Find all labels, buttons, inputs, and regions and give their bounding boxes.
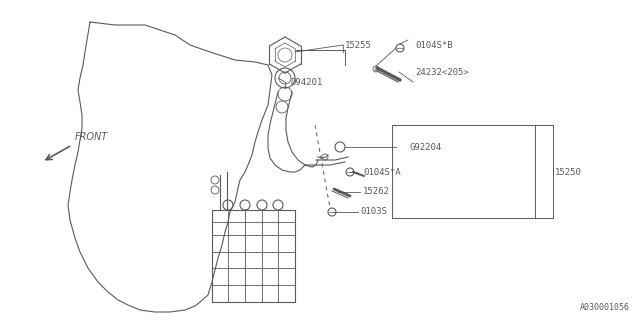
Text: D94201: D94201	[290, 77, 323, 86]
Text: A030001056: A030001056	[580, 303, 630, 312]
Text: 15250: 15250	[555, 167, 582, 177]
Text: 24232<205>: 24232<205>	[415, 68, 468, 76]
Text: G92204: G92204	[410, 142, 442, 151]
Text: FRONT: FRONT	[75, 132, 108, 142]
Text: 0104S*B: 0104S*B	[415, 41, 452, 50]
Text: 0104S*A: 0104S*A	[363, 167, 401, 177]
Text: 15255: 15255	[345, 41, 372, 50]
Text: 15262: 15262	[363, 188, 390, 196]
Text: 0103S: 0103S	[360, 207, 387, 217]
